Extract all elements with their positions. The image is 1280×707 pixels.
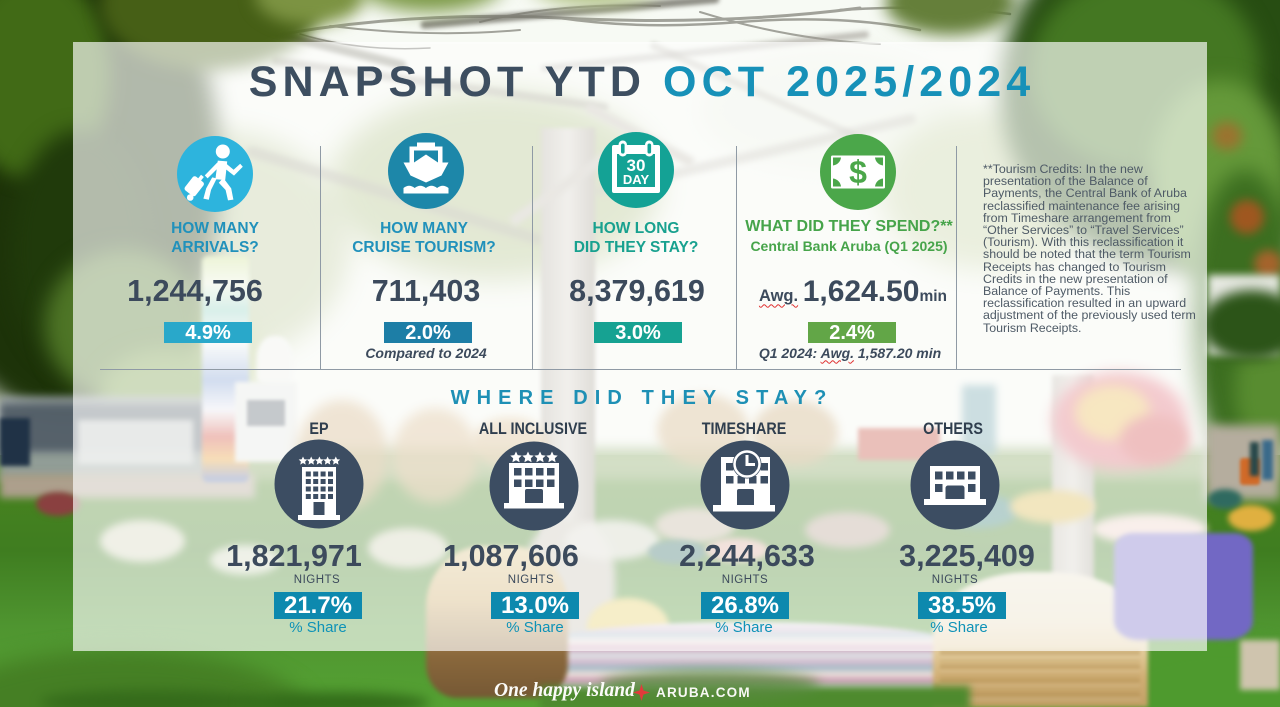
svg-text:30: 30 (627, 156, 646, 175)
svg-text:$: $ (849, 154, 867, 190)
svg-text:DAY: DAY (623, 172, 650, 187)
